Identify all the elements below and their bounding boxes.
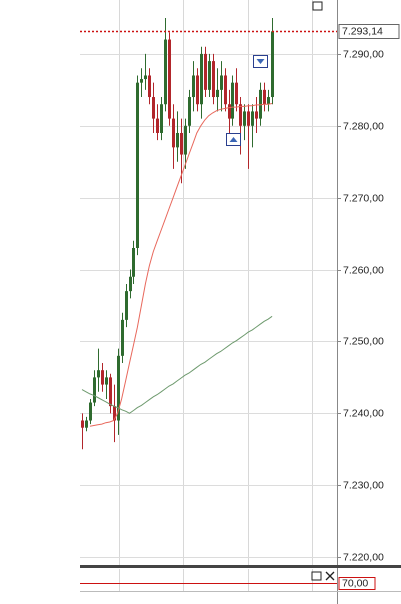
candle-body (81, 420, 84, 428)
maximize-button[interactable] (312, 1, 323, 11)
candle-body (243, 111, 246, 126)
close-stroke (325, 571, 335, 581)
candle-body (188, 97, 191, 126)
candle-body (235, 82, 238, 105)
candle-body (231, 82, 234, 119)
marker-arrow (229, 137, 238, 142)
candle-body (164, 39, 167, 105)
candle-body (93, 377, 96, 403)
candle-body (271, 31, 274, 98)
close-button[interactable] (325, 571, 335, 581)
candle-body (89, 402, 92, 421)
candle-body (132, 247, 135, 277)
candle-body (196, 75, 199, 105)
candle-body (121, 319, 124, 356)
y-tick-label: 7.220,00 (343, 551, 384, 563)
candle-body (129, 276, 132, 292)
candle-body (224, 75, 227, 105)
candle-body (192, 75, 195, 98)
maximize-button[interactable] (311, 571, 322, 581)
candle-body (200, 53, 203, 105)
panel-separator (80, 565, 401, 568)
candle-body (267, 97, 270, 105)
marker-arrow (256, 59, 265, 64)
candle-body (117, 355, 120, 421)
y-tick-label: 7.270,00 (343, 192, 384, 204)
candle-body (85, 420, 88, 428)
y-tick-label: 7.260,00 (343, 264, 384, 276)
trade-marker-buy[interactable] (226, 133, 241, 146)
candle-body (101, 370, 104, 385)
candle-body (263, 89, 266, 105)
trade-marker-sell[interactable] (253, 55, 268, 68)
vertical-grid (119, 0, 313, 591)
candle-body (140, 79, 143, 83)
candle-body (168, 39, 171, 119)
candle-body (247, 111, 250, 126)
plot (80, 17, 337, 558)
indicator-level-box (338, 577, 376, 590)
candle-body (156, 118, 159, 133)
candle-body (148, 75, 151, 98)
candle-body (125, 291, 128, 320)
candle-body (105, 377, 108, 385)
candle-body (255, 111, 258, 119)
candle-body (259, 89, 262, 119)
candle-body (220, 75, 223, 90)
candle-body (160, 104, 163, 133)
y-tick-label: 7.280,00 (343, 120, 384, 132)
candle-body (109, 377, 112, 407)
last-price-label: 7.293,14 (342, 25, 383, 37)
y-tick-label: 7.250,00 (343, 335, 384, 347)
y-tick-label: 7.230,00 (343, 479, 384, 491)
moving-average-line (81, 315, 273, 414)
candle-body (113, 406, 116, 421)
candle-body (176, 132, 179, 148)
candle-body (184, 125, 187, 155)
candle-body (251, 111, 254, 126)
candle-body (228, 104, 231, 119)
indicator-level-label: 70,00 (342, 577, 368, 589)
last-price-box (338, 24, 400, 39)
y-tick-label: 7.290,00 (343, 48, 384, 60)
candle-body (216, 89, 219, 98)
candle-body (239, 104, 242, 126)
candle-body (144, 75, 147, 80)
candle-body (97, 370, 100, 378)
candle-body (136, 82, 139, 248)
candle-body (204, 53, 207, 90)
candle-body (172, 118, 175, 148)
candle-body (212, 61, 215, 98)
candle-body (208, 61, 211, 90)
candle-body (180, 132, 183, 155)
y-tick-label: 7.240,00 (343, 407, 384, 419)
moving-average-line (89, 103, 273, 427)
candle-body (152, 97, 155, 119)
